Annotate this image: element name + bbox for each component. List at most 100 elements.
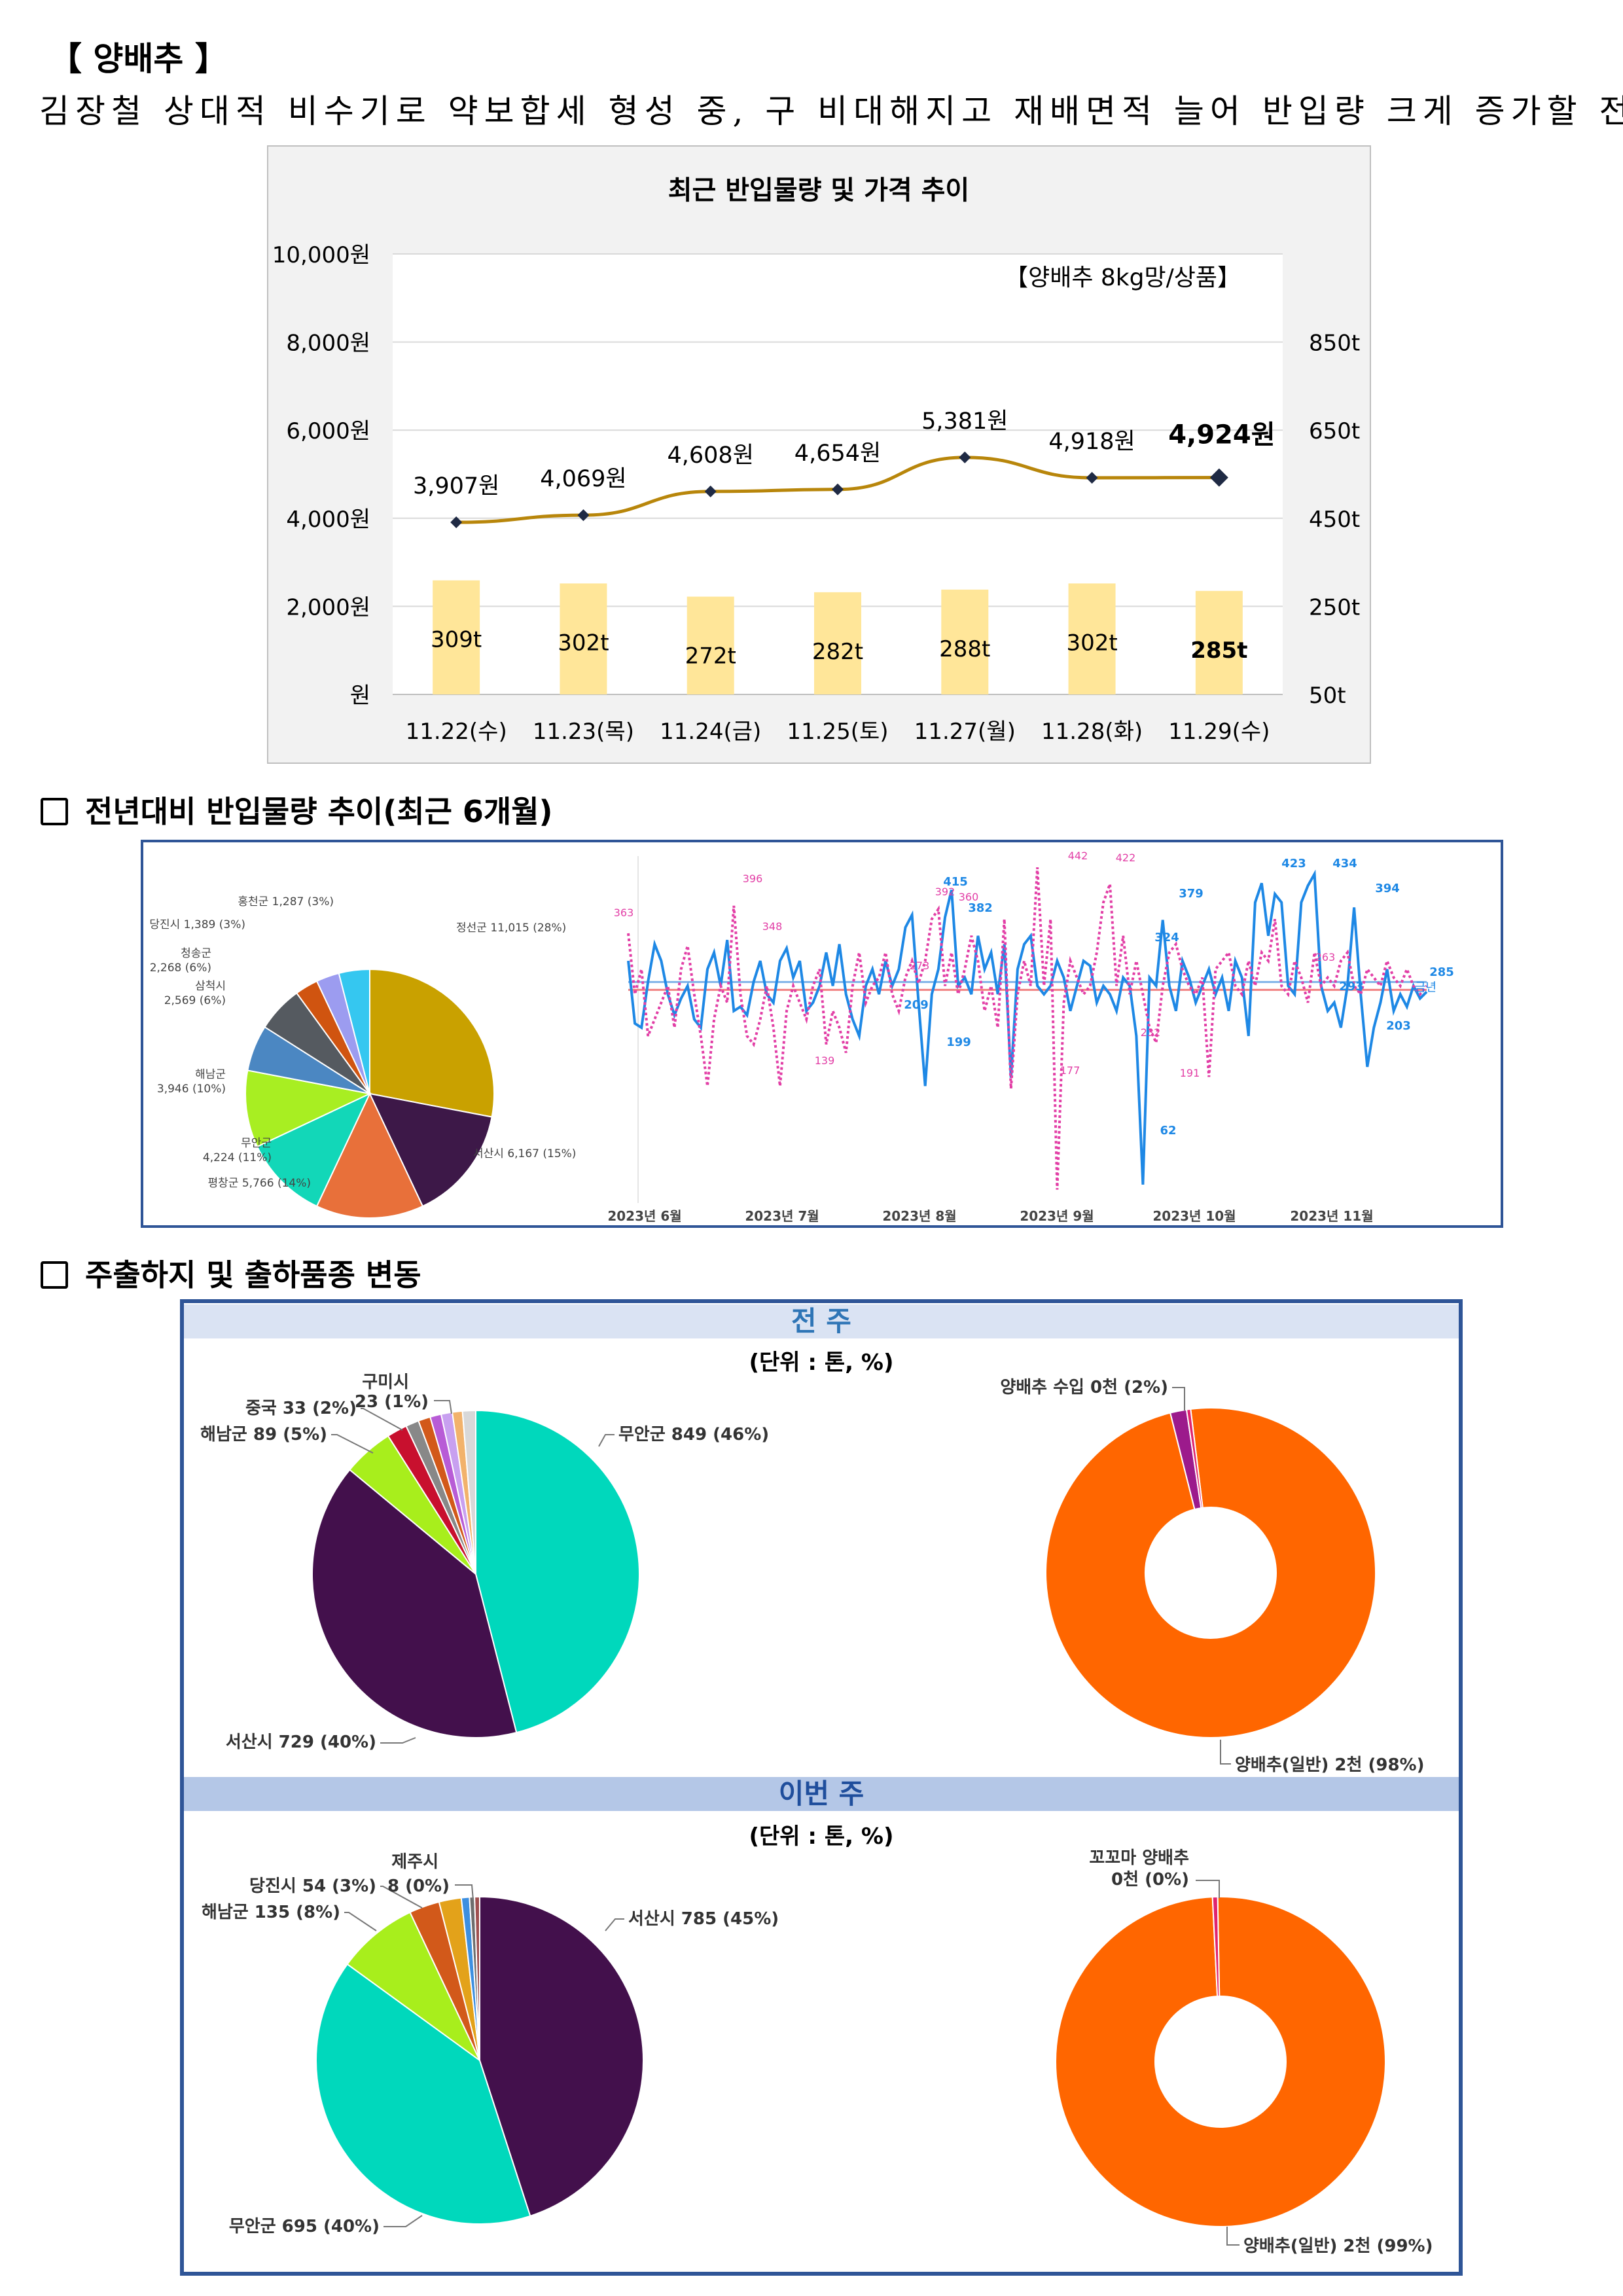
prev-origin-label: 서산시 729 (40%): [226, 1732, 376, 1752]
legend-label: 금년: [1415, 980, 1436, 994]
data-label-last-year: 422: [1116, 852, 1136, 864]
x-tick-label: 11.28(화): [1041, 719, 1143, 745]
y-right-tick: 650t: [1309, 418, 1360, 444]
x-tick-label: 2023년 11월: [1290, 1208, 1373, 1224]
prev-week-unit: (단위 : 톤, %): [749, 1350, 893, 1376]
x-tick-label: 11.27(월): [914, 719, 1016, 745]
prev-variety-leader: [1220, 1740, 1231, 1765]
this-origin-pie-slice: [474, 1895, 480, 2061]
price-marker: [704, 485, 717, 497]
this-variety-label: 꼬꼬마 양배추: [1089, 1848, 1189, 1868]
volume-bar: [1195, 590, 1243, 694]
data-label-this-year: 293: [1339, 980, 1364, 994]
prev-variety-leader: [1172, 1387, 1185, 1410]
this-variety-donut-slice: [1055, 1896, 1386, 2227]
x-tick-label: 11.22(수): [406, 719, 507, 745]
prev-variety-label: 양배추 수입 0천 (2%): [1000, 1378, 1168, 1397]
this-origin-pie-slice: [315, 1963, 531, 2225]
x-tick-label: 2023년 6월: [607, 1208, 681, 1224]
data-label-last-year: 232: [1141, 1026, 1161, 1039]
volume-label: 302t: [558, 630, 609, 656]
section-yoy-label: 전년대비 반입물량 추이(최근 6개월): [85, 794, 553, 829]
chart-annotation: 【양배추 8kg망/상품】: [1005, 264, 1241, 291]
x-tick-label: 11.25(토): [787, 719, 888, 745]
data-label-last-year: 348: [762, 920, 783, 933]
volume-label: 272t: [685, 643, 736, 670]
this-origin-label: 당진시 54 (3%): [249, 1876, 376, 1896]
this-week-banner: [184, 1777, 1459, 1811]
this-origin-leader: [605, 1918, 624, 1931]
prev-origin-label: 중국 33 (2%): [245, 1399, 357, 1418]
yoy-pie-label: 삼척시: [195, 980, 226, 993]
y-left-tick: 2,000원: [286, 594, 370, 620]
price-label: 4,918원: [1048, 429, 1135, 455]
data-label-last-year: 177: [1060, 1064, 1080, 1077]
data-label-last-year: 263: [1315, 951, 1336, 963]
volume-bar: [941, 589, 989, 694]
this-origin-label: 무안군 695 (40%): [229, 2217, 380, 2236]
this-variety-leader: [1196, 1880, 1220, 1898]
yoy-pie-label: 홍천군 1,287 (3%): [238, 895, 334, 908]
yoy-pie-slice: [338, 968, 370, 1094]
price-marker: [577, 509, 590, 522]
volume-label: 282t: [812, 639, 863, 665]
yoy-pie-slice: [368, 1092, 493, 1208]
volume-label: 302t: [1066, 630, 1117, 656]
x-tick-label: 11.23(목): [533, 719, 634, 745]
series-line: [627, 867, 1428, 1190]
section-yoy-title: 전년대비 반입물량 추이(최근 6개월): [41, 788, 553, 831]
volume-label: 288t: [939, 636, 990, 662]
data-label-last-year: 363: [614, 906, 634, 919]
origin-panel: 전 주 (단위 : 톤, %) 무안군 849 (46%) 서산시 729 (40…: [180, 1299, 1463, 2276]
price-label: 4,608원: [668, 442, 754, 469]
prev-origin-leader: [434, 1400, 452, 1414]
price-label: 5,381원: [921, 408, 1008, 435]
data-label-this-year: 209: [904, 998, 929, 1012]
volume-bar: [814, 592, 861, 694]
data-label-this-year: 379: [1179, 887, 1204, 901]
data-label-this-year: 324: [1154, 931, 1179, 944]
this-origin-label: 제주시: [391, 1852, 438, 1872]
volume-label: 309t: [431, 627, 482, 653]
section-origin-label: 주출하지 및 출하품종 변동: [85, 1257, 421, 1293]
yoy-pie-label: 해남군: [195, 1068, 226, 1081]
this-variety-donut-slice: [1211, 1896, 1221, 1998]
prev-variety-donut-slice: [1185, 1408, 1204, 1509]
y-left-tick: 6,000원: [286, 418, 370, 444]
data-label-last-year: 273: [910, 960, 930, 972]
yoy-pie-label-value: 3,946 (10%): [157, 1083, 226, 1096]
this-origin-label: 해남군 135 (8%): [202, 1903, 340, 1922]
yoy-pie-slice: [256, 1092, 372, 1208]
prev-week-banner: [184, 1304, 1459, 1338]
yoy-pie-label: 당진시 1,389 (3%): [149, 918, 245, 931]
this-origin-leader: [383, 2215, 423, 2227]
this-origin-leader: [455, 1884, 474, 1901]
this-week-banner-text: 이번 주: [779, 1778, 865, 1810]
headline-summary: 김장철 상대적 비수기로 약보합세 형성 중, 구 비대해지고 재배면적 늘어 …: [39, 92, 1623, 130]
yoy-panel: 정선군 11,015 (28%) 서산시 6,167 (15%) 평창군 5,766…: [141, 840, 1503, 1228]
this-origin-label-value: 8 (0%): [387, 1876, 450, 1896]
prev-origin-leader: [331, 1434, 374, 1454]
yoy-pie-label: 정선군 11,015 (28%): [456, 922, 566, 935]
price-marker: [832, 483, 844, 495]
x-tick-label: 2023년 10월: [1152, 1208, 1236, 1224]
data-label-this-year: 434: [1332, 857, 1357, 870]
prev-origin-pie-slice: [461, 1409, 476, 1575]
price-volume-chart: 최근 반입물량 및 가격 추이 【양배추 8kg망/상품】 309t 302t 27…: [267, 145, 1371, 764]
prev-origin-label-value: 23 (1%): [355, 1392, 429, 1412]
price-label: 4,069원: [540, 466, 626, 492]
this-variety-label-value: 0천 (0%): [1111, 1870, 1189, 1890]
price-marker: [450, 516, 463, 529]
prev-variety-label: 양배추(일반) 2천 (98%): [1235, 1755, 1424, 1775]
volume-label: 285t: [1190, 637, 1247, 664]
yoy-pie-label-value: 4,224 (11%): [203, 1151, 272, 1164]
y-right-tick: 850t: [1309, 331, 1360, 357]
data-label-last-year: 396: [743, 872, 763, 885]
price-label: 4,924원: [1168, 420, 1275, 450]
this-origin-label: 서산시 785 (45%): [628, 1909, 779, 1929]
yoy-pie-label-value: 2,268 (6%): [150, 961, 211, 975]
prev-origin-leader: [380, 1737, 416, 1744]
x-tick-label: 11.24(금): [660, 719, 761, 745]
x-tick-label: 2023년 9월: [1020, 1208, 1094, 1224]
chart-title: 최근 반입물량 및 가격 추이: [668, 175, 970, 206]
